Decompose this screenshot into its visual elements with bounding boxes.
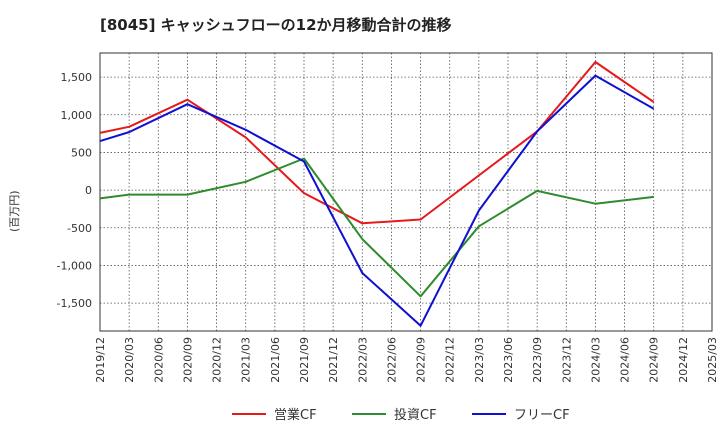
- x-tick-label: 2020/06: [152, 337, 165, 383]
- series-line-フリーCF: [99, 74, 655, 327]
- x-tick-label: 2021/12: [327, 337, 340, 383]
- legend-label: フリーCF: [514, 408, 570, 423]
- x-tick-label: 2024/09: [648, 337, 661, 383]
- legend-label: 投資CF: [394, 407, 437, 423]
- series-line-投資CF: [99, 157, 654, 298]
- series-line-営業CF: [99, 61, 655, 225]
- legend-label: 営業CF: [274, 407, 317, 423]
- y-tick-label: 1,000: [61, 109, 93, 122]
- x-tick-label: 2024/06: [619, 337, 632, 383]
- x-tick-label: 2020/12: [211, 337, 224, 383]
- y-axis-unit-label: (百万円): [8, 190, 21, 232]
- chart-title: [8045] キャッシュフローの12か月移動合計の推移: [100, 16, 452, 34]
- x-tick-label: 2020/09: [181, 337, 194, 383]
- legend-layer: 営業CF 投資CF フリーCF: [232, 407, 570, 423]
- x-tick-label: 2024/12: [677, 337, 690, 383]
- x-tick-label: 2019/12: [94, 337, 107, 383]
- x-tick-label: 2021/06: [269, 337, 282, 383]
- grid-layer: [100, 53, 712, 331]
- y-tick-label: -500: [67, 222, 92, 235]
- x-tick-label: 2022/09: [415, 337, 428, 383]
- y-tick-label: -1,500: [57, 297, 92, 310]
- x-tick-label: 2020/03: [123, 337, 136, 383]
- x-tick-label: 2023/09: [531, 337, 544, 383]
- x-tick-label: 2023/12: [560, 337, 573, 383]
- x-tick-label: 2023/06: [502, 337, 515, 383]
- axis-layer: 1,500 1,000 500 0 -500 -1,000 -1,500 2019/12 202…: [57, 52, 719, 383]
- x-tick-label: 2022/03: [356, 337, 369, 383]
- x-tick-label: 2022/12: [444, 337, 457, 383]
- x-tick-label: 2021/03: [240, 337, 253, 383]
- y-tick-label: 500: [71, 146, 92, 159]
- x-tick-label: 2023/03: [473, 337, 486, 383]
- x-tick-label: 2024/03: [589, 337, 602, 383]
- x-tick-label: 2025/03: [706, 337, 719, 383]
- y-tick-label: -1,000: [57, 259, 92, 272]
- y-tick-label: 1,500: [61, 71, 93, 84]
- x-tick-label: 2021/09: [298, 337, 311, 383]
- y-tick-label: 0: [85, 184, 92, 197]
- series-layer: [99, 61, 655, 327]
- x-tick-label: 2022/06: [385, 337, 398, 383]
- plot-frame: [99, 52, 713, 332]
